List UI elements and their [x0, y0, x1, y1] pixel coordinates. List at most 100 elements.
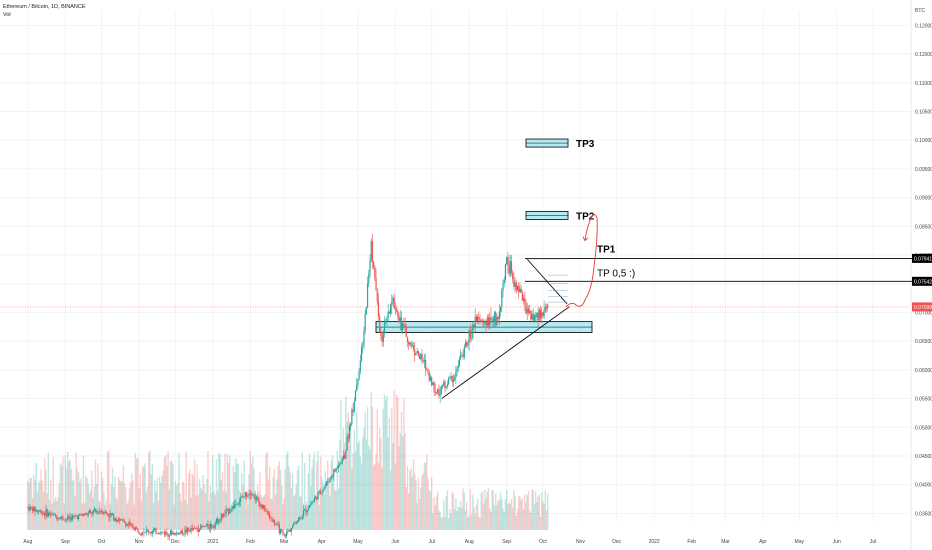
candle-body — [346, 436, 348, 451]
candle-body — [68, 516, 70, 519]
candle-body — [310, 504, 312, 506]
candle-body — [165, 531, 167, 535]
volume-bar — [94, 459, 97, 530]
candle-body — [437, 389, 439, 394]
candle-body — [190, 528, 192, 532]
volume-bar — [67, 451, 69, 530]
candle-body — [417, 350, 419, 356]
volume-bar — [479, 517, 481, 530]
candle-body — [345, 450, 347, 459]
y-tick-label: 0.045000 — [915, 454, 932, 460]
x-tick-label: Nov — [135, 539, 144, 545]
candle-body — [56, 516, 58, 520]
volume-bar — [346, 421, 348, 530]
candle-body — [183, 533, 185, 535]
volume-bar — [342, 427, 345, 530]
volume-bar — [79, 482, 81, 530]
volume-bar — [288, 466, 290, 530]
volume-bar — [218, 452, 220, 530]
volume-bar — [328, 483, 330, 530]
candle-body — [108, 514, 110, 518]
volume-bar — [213, 491, 215, 530]
volume-bar — [100, 471, 103, 530]
candle-body — [255, 496, 257, 501]
level-tag — [912, 276, 932, 286]
volume-bar — [144, 463, 146, 530]
volume-bar — [158, 476, 161, 530]
candle-body — [186, 527, 189, 533]
candle-body — [545, 306, 548, 309]
volume-bar — [65, 468, 68, 530]
volume-bar — [353, 429, 355, 530]
candle-body — [328, 481, 330, 483]
volume-bar — [122, 464, 125, 530]
volume-indicator-label[interactable]: Vol — [3, 12, 11, 18]
volume-bar — [138, 488, 140, 530]
volume-bar — [76, 468, 79, 530]
candle-body — [231, 506, 233, 510]
volume-bar — [368, 445, 370, 530]
volume-bar — [528, 510, 531, 530]
candle-body — [139, 533, 141, 535]
candle-body — [273, 520, 276, 525]
candle-body — [420, 353, 422, 359]
volume-bar — [27, 480, 29, 530]
volume-bar — [154, 480, 156, 530]
candle-body — [169, 530, 172, 535]
volume-bar — [371, 406, 374, 530]
volume-bar — [317, 450, 319, 530]
candle-body — [359, 360, 361, 372]
candle-body — [357, 379, 359, 386]
y-tick-label: 0.070000 — [915, 310, 932, 316]
candle-body — [174, 533, 176, 535]
volume-bar — [310, 486, 312, 530]
volume-bar — [99, 502, 102, 530]
candle-body — [409, 342, 411, 345]
candle-body — [127, 524, 129, 526]
candle-body — [122, 519, 124, 522]
volume-bar — [366, 407, 369, 530]
volume-bar — [272, 476, 274, 530]
candle-body — [98, 511, 100, 513]
volume-bar — [219, 454, 221, 530]
candle-body — [167, 533, 169, 537]
candle-body — [323, 487, 325, 490]
volume-bar — [331, 455, 334, 530]
y-tick-label: 0.100000 — [915, 138, 932, 144]
candle-body — [61, 516, 63, 518]
volume-bar — [377, 462, 380, 530]
volume-bar — [547, 493, 549, 530]
volume-bar — [323, 494, 325, 530]
candle-body — [464, 342, 467, 348]
candle-body — [335, 468, 337, 472]
candle-body — [154, 528, 156, 530]
candle-body — [79, 513, 81, 515]
volume-bar — [397, 398, 399, 530]
volume-bar — [349, 422, 352, 530]
candle-body — [532, 313, 534, 321]
candle-body — [173, 533, 175, 535]
symbol-title[interactable]: Ethereum / Bitcoin, 1D, BINANCE — [3, 4, 86, 10]
volume-bar — [264, 494, 266, 530]
volume-bar — [169, 461, 172, 530]
volume-bar — [495, 493, 497, 530]
volume-bar — [481, 491, 484, 530]
candle-body — [451, 376, 453, 382]
volume-bar — [414, 473, 416, 530]
volume-bar — [392, 443, 394, 530]
volume-bar — [260, 495, 262, 530]
volume-bar — [208, 501, 210, 530]
candle-body — [547, 304, 549, 309]
volume-bar — [387, 437, 389, 530]
volume-bar — [110, 484, 112, 530]
candle-body — [168, 534, 170, 537]
volume-bar — [132, 480, 134, 530]
volume-bar — [104, 504, 106, 530]
volume-bar — [155, 491, 157, 530]
volume-bar — [347, 412, 349, 530]
time-axis[interactable]: Aug Sep Oct Nov Dec 2021 Feb Mar Apr May Jun Jul Aug… — [23, 539, 876, 545]
volume-bar — [438, 509, 440, 530]
